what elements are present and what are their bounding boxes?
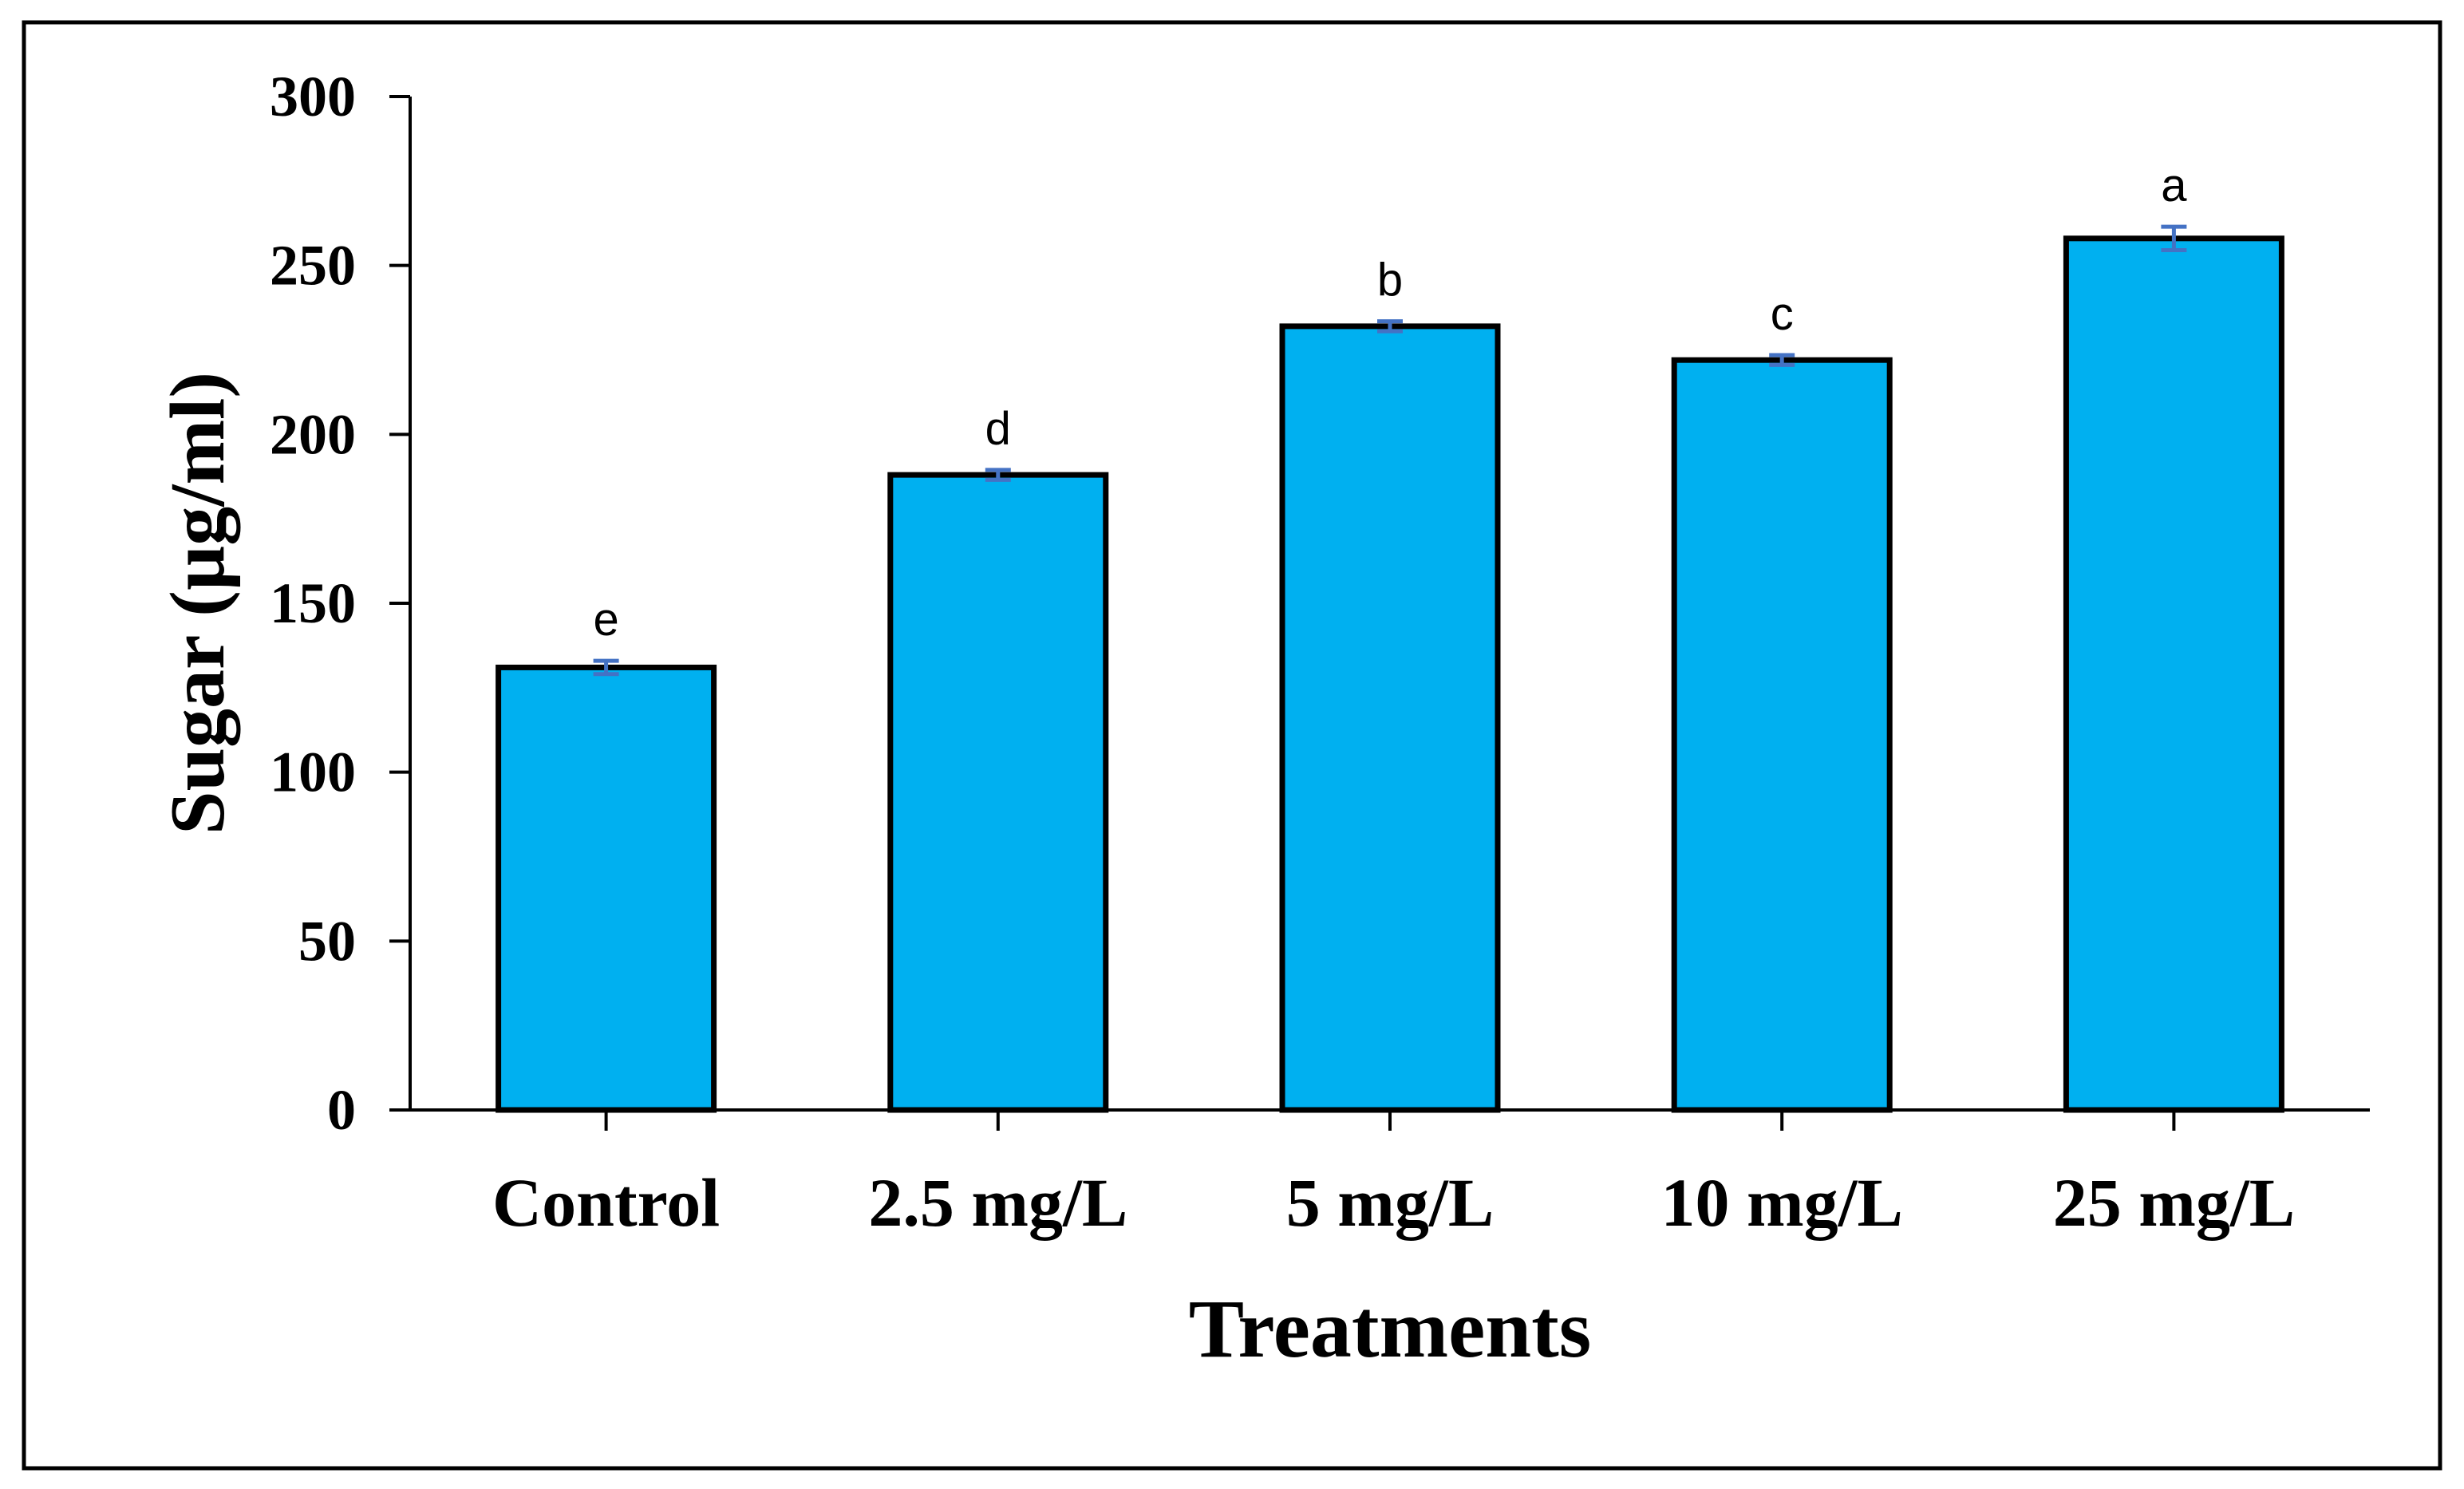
- x-axis-tick-labels: Control 2.5 mg/L 5 mg/L 10 mg/L 25 mg/L: [492, 1164, 2295, 1241]
- bar: [1279, 323, 1501, 1113]
- bar: [2063, 235, 2284, 1113]
- x-tick-label: 10 mg/L: [1660, 1164, 1902, 1241]
- error-bar-series: [593, 224, 2187, 677]
- bar: [887, 472, 1109, 1113]
- y-tick-label: 200: [270, 402, 356, 466]
- x-tick-label: 5 mg/L: [1286, 1164, 1494, 1241]
- error-bar: [593, 658, 619, 677]
- y-tick-label: 250: [270, 234, 356, 298]
- significance-letter: d: [985, 403, 1011, 455]
- x-axis-ticks: [604, 1110, 2176, 1131]
- y-tick-label: 0: [327, 1078, 356, 1142]
- significance-letter: c: [1771, 288, 1794, 340]
- significance-letters: e d b c a: [593, 160, 2187, 646]
- y-axis-ticks: [389, 95, 410, 1112]
- x-tick-label: 25 mg/L: [2053, 1164, 2295, 1241]
- y-tick-label: 100: [270, 741, 356, 804]
- significance-letter: a: [2161, 160, 2187, 211]
- significance-letter: e: [593, 594, 618, 646]
- y-axis-tick-labels: 0 50 100 150 200 250 300: [270, 65, 356, 1142]
- x-axis-label: Treatments: [1189, 1283, 1591, 1375]
- error-bar: [1769, 353, 1795, 367]
- error-bar: [985, 468, 1011, 482]
- bar: [496, 664, 717, 1113]
- error-bar: [2161, 224, 2187, 252]
- x-tick-label: Control: [492, 1164, 720, 1241]
- significance-letter: b: [1377, 255, 1403, 306]
- bar: [1671, 357, 1893, 1113]
- y-tick-label: 50: [298, 909, 356, 973]
- outer-frame: [22, 20, 2442, 1471]
- error-bar: [1377, 319, 1403, 334]
- x-tick-label: 2.5 mg/L: [868, 1164, 1127, 1241]
- y-axis-label: Sugar (µg/ml): [155, 372, 241, 835]
- y-tick-label: 300: [270, 65, 356, 128]
- y-tick-label: 150: [270, 571, 356, 635]
